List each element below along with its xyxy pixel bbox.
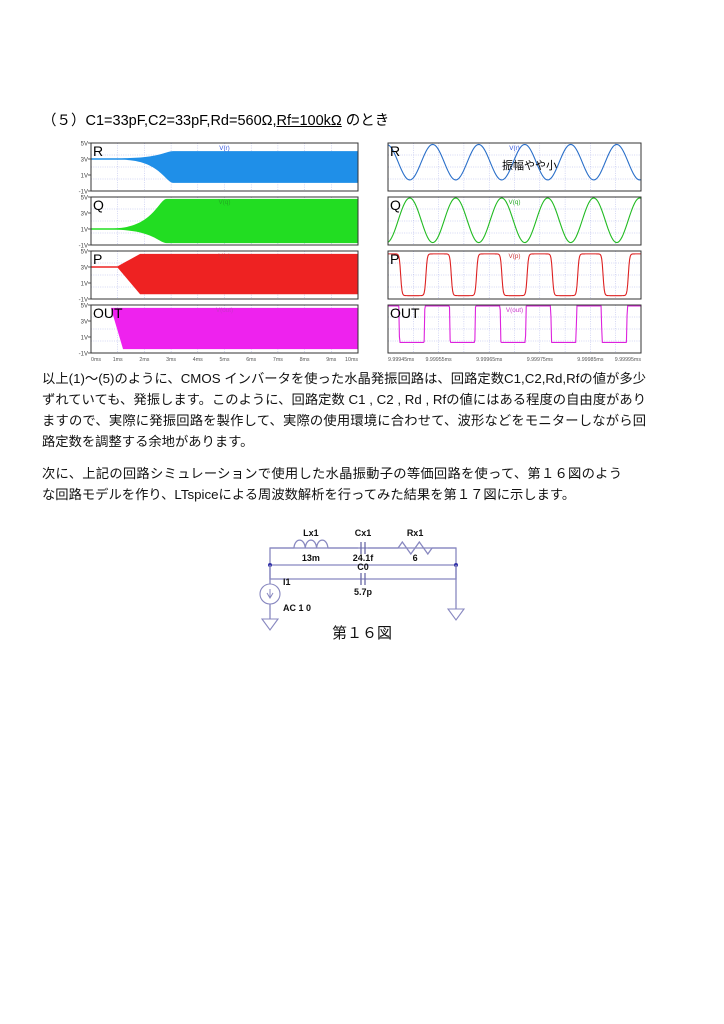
svg-text:V(p): V(p) <box>509 253 521 260</box>
svg-text:9.99965ms: 9.99965ms <box>476 357 503 363</box>
svg-text:R: R <box>93 143 103 159</box>
svg-text:V(q): V(q) <box>219 199 231 206</box>
svg-text:AC 1 0: AC 1 0 <box>283 603 311 613</box>
svg-text:-1V: -1V <box>79 351 88 357</box>
svg-text:P: P <box>390 251 399 267</box>
svg-text:Q: Q <box>93 197 104 213</box>
svg-text:Cx1: Cx1 <box>355 528 372 538</box>
svg-text:Lx1: Lx1 <box>303 528 319 538</box>
svg-text:OUT: OUT <box>93 305 123 321</box>
svg-text:V(r): V(r) <box>509 145 520 152</box>
svg-text:4ms: 4ms <box>193 357 203 363</box>
svg-text:0ms: 0ms <box>91 357 101 363</box>
svg-text:9ms: 9ms <box>326 357 336 363</box>
svg-text:5V: 5V <box>81 249 88 255</box>
svg-text:1V: 1V <box>81 281 88 287</box>
svg-text:振幅やや小: 振幅やや小 <box>502 158 557 172</box>
svg-text:5ms: 5ms <box>219 357 229 363</box>
svg-text:5V: 5V <box>81 141 88 147</box>
svg-text:3V: 3V <box>81 211 88 217</box>
svg-text:Q: Q <box>390 197 401 213</box>
svg-text:3V: 3V <box>81 157 88 163</box>
svg-text:10ms: 10ms <box>345 357 358 363</box>
svg-text:C0: C0 <box>357 562 369 572</box>
svg-text:13m: 13m <box>302 553 320 563</box>
svg-text:1V: 1V <box>81 173 88 179</box>
svg-text:V(p): V(p) <box>219 253 231 260</box>
svg-text:5.7p: 5.7p <box>354 587 373 597</box>
svg-text:9.99945ms: 9.99945ms <box>388 357 415 363</box>
svg-text:R: R <box>390 143 400 159</box>
svg-text:I1: I1 <box>283 577 291 587</box>
svg-text:3V: 3V <box>81 319 88 325</box>
svg-text:V(out): V(out) <box>216 307 233 314</box>
svg-text:6ms: 6ms <box>246 357 256 363</box>
svg-text:8ms: 8ms <box>300 357 310 363</box>
svg-text:V(r): V(r) <box>219 145 230 152</box>
svg-text:9.99975ms: 9.99975ms <box>527 357 554 363</box>
svg-text:1V: 1V <box>81 335 88 341</box>
svg-text:OUT: OUT <box>390 305 420 321</box>
svg-text:1V: 1V <box>81 227 88 233</box>
svg-text:V(q): V(q) <box>509 199 521 206</box>
svg-text:2ms: 2ms <box>139 357 149 363</box>
svg-text:9.99985ms: 9.99985ms <box>577 357 604 363</box>
svg-text:V(out): V(out) <box>506 307 523 314</box>
svg-text:P: P <box>93 251 102 267</box>
svg-text:7ms: 7ms <box>273 357 283 363</box>
svg-text:5V: 5V <box>81 195 88 201</box>
svg-text:9.99955ms: 9.99955ms <box>425 357 452 363</box>
svg-text:3V: 3V <box>81 265 88 271</box>
svg-text:Rx1: Rx1 <box>407 528 424 538</box>
svg-text:9.99995ms: 9.99995ms <box>615 357 642 363</box>
svg-text:1ms: 1ms <box>113 357 123 363</box>
svg-text:5V: 5V <box>81 303 88 309</box>
svg-text:6: 6 <box>413 553 418 563</box>
svg-text:3ms: 3ms <box>166 357 176 363</box>
